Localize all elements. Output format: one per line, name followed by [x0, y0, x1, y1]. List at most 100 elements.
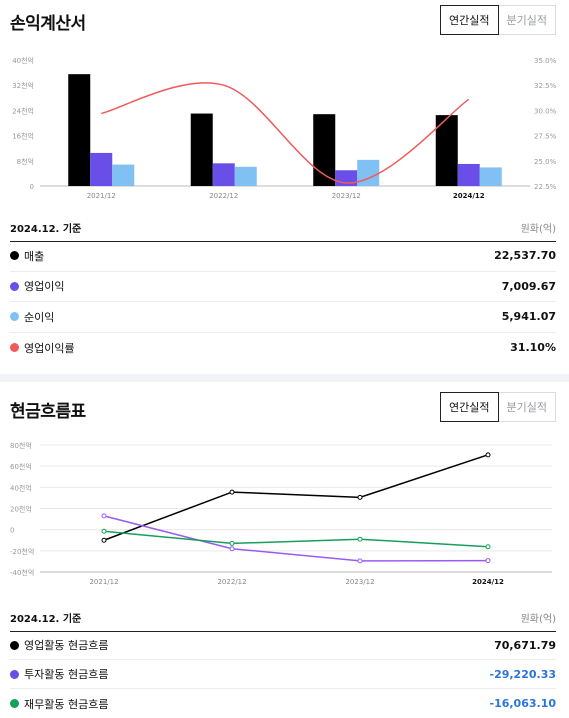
bar — [457, 163, 480, 186]
legend-dot — [10, 699, 19, 708]
bar — [90, 152, 113, 186]
row-value: 7,009.67 — [501, 279, 556, 293]
bar — [112, 164, 135, 186]
cashflow-annual-tab[interactable]: 연간실적 — [440, 392, 499, 422]
data-point — [101, 528, 107, 534]
bar — [313, 114, 336, 186]
y-tick-label: -40천억 — [10, 568, 34, 577]
y-tick-label: 80천억 — [10, 441, 32, 450]
y-tick-label: 0 — [10, 527, 14, 535]
legend-dot — [10, 343, 19, 353]
bar — [234, 166, 257, 186]
cashflow-basis-date: 2024.12. 기준 — [10, 614, 82, 625]
y-tick-label: 40천억 — [12, 56, 34, 65]
bar — [479, 167, 502, 186]
row-value: 5,941.07 — [501, 310, 556, 324]
x-tick-label: 2022/12 — [209, 192, 238, 200]
y2-tick-label: 27.5% — [534, 133, 557, 141]
data-point — [357, 558, 363, 564]
legend-dot — [10, 640, 19, 650]
row-label: 매출 — [24, 249, 45, 263]
x-tick-label: 2022/12 — [217, 578, 246, 586]
x-tick-label: 2021/12 — [89, 578, 118, 586]
series-line — [103, 454, 489, 541]
income-row-net-income: 순이익 5,941.07 — [10, 302, 556, 333]
data-point — [229, 546, 235, 552]
row-value: -29,220.33 — [489, 667, 557, 681]
bar — [190, 113, 213, 186]
cashflow-chart: 80천억 60천억 40천억 20천억 0 -20천억 -40천억 2021/12 2022/1… — [10, 441, 552, 586]
income-period-toggle: 연간실적 분기실적 — [440, 5, 556, 35]
data-point — [229, 489, 235, 495]
y2-tick-label: 25.0% — [534, 158, 557, 166]
bar — [212, 163, 235, 186]
data-point — [357, 494, 363, 500]
x-tick-label: 2023/12 — [332, 192, 361, 200]
row-label: 순이익 — [24, 310, 55, 324]
y-tick-label: 32천억 — [12, 81, 34, 90]
income-basis-date: 2024.12. 기준 — [10, 224, 82, 235]
income-quarterly-tab[interactable]: 분기실적 — [497, 5, 556, 35]
row-value: 31.10% — [510, 341, 556, 355]
bar — [435, 115, 458, 186]
y2-tick-label: 22.5% — [534, 183, 557, 191]
series-line — [103, 515, 489, 562]
cashflow-summary-header: 2024.12. 기준 원화(억) — [10, 610, 556, 632]
y-tick-label: 24천억 — [12, 106, 34, 115]
x-tick-label: 2024/12 — [472, 578, 504, 586]
x-tick-label: 2024/12 — [453, 192, 485, 200]
legend-dot — [10, 312, 19, 322]
bar — [68, 74, 91, 186]
row-label: 투자활동 현금흐름 — [24, 668, 109, 681]
data-point — [101, 513, 107, 519]
income-chart: 40천억 32천억 24천억 16천억 8천억 0 35.0% 32.5% 30.0% 27.5%… — [12, 56, 557, 200]
cashflow-row-financing: 재무활동 현금흐름 -16,063.10 — [10, 689, 556, 718]
cashflow-section: 현금흐름표 연간실적 분기실적 80천억 60천억 40천억 20천억 0 -20천억 -4… — [0, 382, 569, 718]
income-summary-header: 2024.12. 기준 원화(억) — [10, 220, 556, 242]
y2-tick-label: 32.5% — [534, 82, 557, 90]
row-label: 재무활동 현금흐름 — [24, 697, 109, 711]
cashflow-title: 현금흐름표 — [10, 402, 86, 422]
bar — [357, 159, 380, 186]
income-row-revenue: 매출 22,537.70 — [10, 241, 556, 272]
legend-dot — [10, 669, 19, 679]
series-line — [101, 82, 470, 184]
data-point — [101, 537, 107, 543]
y-tick-label: 8천억 — [17, 157, 34, 166]
income-summary-list: 매출 22,537.70 영업이익 7,009.67 순이익 5,941.07 … — [10, 241, 556, 363]
income-row-operating-profit: 영업이익 7,009.67 — [10, 272, 556, 302]
y-tick-label: 60천억 — [10, 462, 32, 471]
row-value: 70,671.79 — [494, 638, 556, 652]
data-point — [357, 536, 363, 542]
income-row-operating-margin: 영업이익률 31.10% — [10, 333, 556, 364]
cashflow-row-investing: 투자활동 현금흐름 -29,220.33 — [10, 660, 556, 689]
data-point — [485, 544, 491, 550]
y-tick-label: 20천억 — [10, 505, 32, 514]
data-point — [485, 452, 491, 458]
data-point — [229, 540, 235, 546]
row-label: 영업활동 현금흐름 — [24, 639, 109, 652]
y-tick-label: 0 — [30, 183, 34, 191]
y-tick-label: -20천억 — [10, 547, 34, 556]
section-divider — [0, 374, 569, 382]
legend-dot — [10, 281, 19, 291]
row-label: 영업이익률 — [24, 341, 75, 355]
income-statement-section: 손익계산서 연간실적 분기실적 40천억 32천억 24천억 16천억 8천억 0 35.0… — [10, 5, 557, 363]
income-unit-label: 원화(억) — [520, 224, 556, 235]
cashflow-period-toggle: 연간실적 분기실적 — [440, 392, 556, 422]
series-line — [103, 530, 489, 548]
cashflow-summary-list: 영업활동 현금흐름 70,671.79 투자활동 현금흐름 -29,220.33… — [10, 631, 556, 718]
income-annual-tab[interactable]: 연간실적 — [440, 5, 499, 35]
row-label: 영업이익 — [24, 280, 65, 294]
y-tick-label: 16천억 — [12, 132, 34, 141]
cashflow-quarterly-tab[interactable]: 분기실적 — [497, 392, 556, 422]
y2-tick-label: 35.0% — [534, 57, 557, 65]
cashflow-row-operating: 영업활동 현금흐름 70,671.79 — [10, 631, 556, 660]
y2-tick-label: 30.0% — [534, 107, 557, 115]
x-tick-label: 2023/12 — [345, 578, 374, 586]
row-value: -16,063.10 — [489, 697, 557, 710]
y-tick-label: 40천억 — [10, 483, 32, 492]
row-value: 22,537.70 — [494, 249, 556, 263]
legend-dot — [10, 251, 19, 261]
x-tick-label: 2021/12 — [87, 192, 116, 200]
